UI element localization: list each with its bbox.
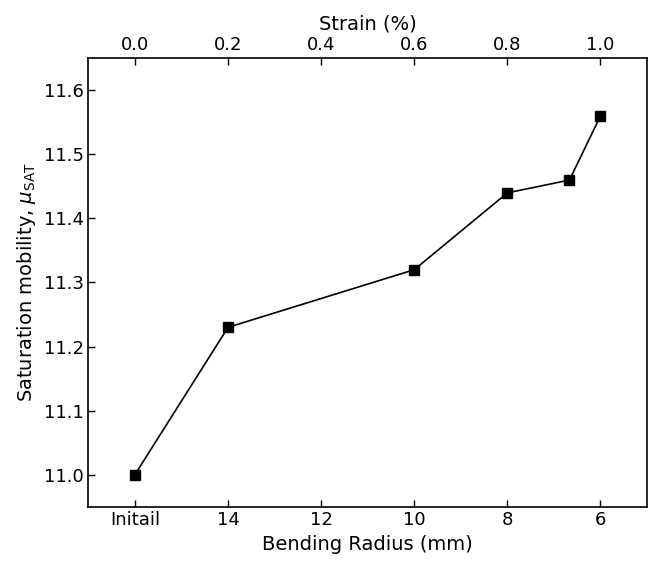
X-axis label: Strain (%): Strain (%) bbox=[319, 15, 416, 34]
X-axis label: Bending Radius (mm): Bending Radius (mm) bbox=[262, 535, 473, 554]
Y-axis label: Saturation mobility, $\mu$$_{\mathregular{SAT}}$: Saturation mobility, $\mu$$_{\mathregula… bbox=[15, 163, 38, 402]
